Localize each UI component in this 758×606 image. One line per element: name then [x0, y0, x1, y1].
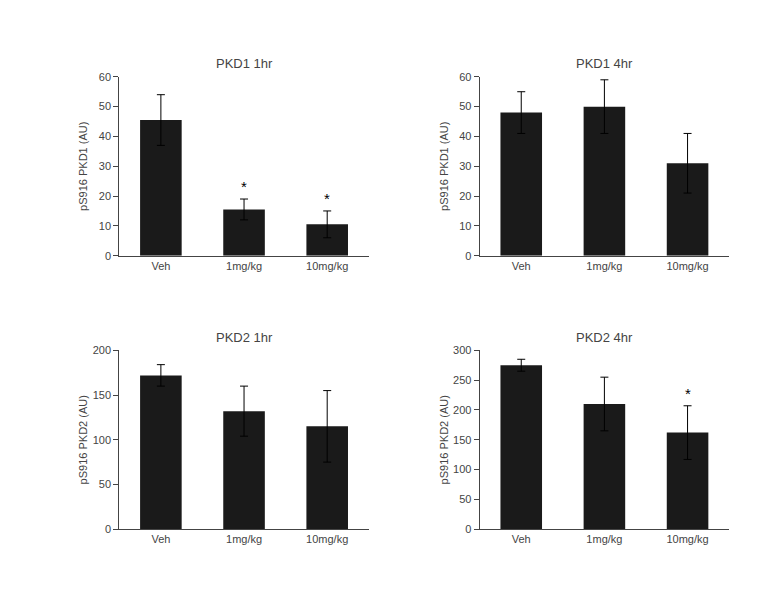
svg-text:1mg/kg: 1mg/kg	[226, 533, 262, 545]
svg-text:0: 0	[465, 523, 471, 535]
svg-text:50: 50	[459, 100, 471, 112]
svg-text:Veh: Veh	[512, 260, 531, 272]
svg-text:100: 100	[93, 434, 111, 446]
svg-text:50: 50	[99, 478, 111, 490]
svg-text:100: 100	[453, 463, 471, 475]
svg-text:0: 0	[105, 250, 111, 262]
svg-text:10mg/kg: 10mg/kg	[306, 533, 348, 545]
svg-text:*: *	[324, 190, 330, 207]
svg-text:30: 30	[459, 160, 471, 172]
svg-text:PKD1 4hr: PKD1 4hr	[576, 56, 633, 71]
svg-text:Veh: Veh	[512, 533, 531, 545]
svg-text:1mg/kg: 1mg/kg	[586, 533, 622, 545]
svg-text:60: 60	[99, 71, 111, 83]
svg-text:PKD2 1hr: PKD2 1hr	[216, 330, 273, 345]
svg-text:*: *	[241, 178, 247, 195]
svg-text:10mg/kg: 10mg/kg	[666, 260, 708, 272]
svg-text:200: 200	[453, 404, 471, 416]
svg-text:0: 0	[465, 250, 471, 262]
svg-text:pS916 PKD1 (AU): pS916 PKD1 (AU)	[77, 122, 89, 211]
svg-text:20: 20	[459, 190, 471, 202]
svg-text:50: 50	[459, 493, 471, 505]
svg-text:200: 200	[93, 344, 111, 356]
svg-text:1mg/kg: 1mg/kg	[586, 260, 622, 272]
svg-text:10: 10	[459, 220, 471, 232]
svg-text:Veh: Veh	[151, 533, 170, 545]
svg-text:300: 300	[453, 344, 471, 356]
svg-text:20: 20	[99, 190, 111, 202]
svg-text:PKD1 1hr: PKD1 1hr	[216, 56, 273, 71]
svg-text:40: 40	[459, 130, 471, 142]
svg-text:250: 250	[453, 374, 471, 386]
svg-text:pS916 PKD2 (AU): pS916 PKD2 (AU)	[77, 395, 89, 484]
svg-text:40: 40	[99, 130, 111, 142]
svg-text:50: 50	[99, 100, 111, 112]
svg-text:Veh: Veh	[151, 260, 170, 272]
svg-text:10mg/kg: 10mg/kg	[306, 260, 348, 272]
svg-text:*: *	[685, 385, 691, 402]
svg-text:60: 60	[459, 71, 471, 83]
svg-text:pS916 PKD2 (AU): pS916 PKD2 (AU)	[438, 395, 450, 484]
svg-text:150: 150	[453, 434, 471, 446]
svg-text:30: 30	[99, 160, 111, 172]
svg-text:10mg/kg: 10mg/kg	[666, 533, 708, 545]
svg-text:PKD2 4hr: PKD2 4hr	[576, 330, 633, 345]
svg-text:1mg/kg: 1mg/kg	[226, 260, 262, 272]
svg-text:10: 10	[99, 220, 111, 232]
svg-text:150: 150	[93, 389, 111, 401]
svg-text:pS916 PKD1 (AU): pS916 PKD1 (AU)	[438, 122, 450, 211]
svg-text:0: 0	[105, 523, 111, 535]
